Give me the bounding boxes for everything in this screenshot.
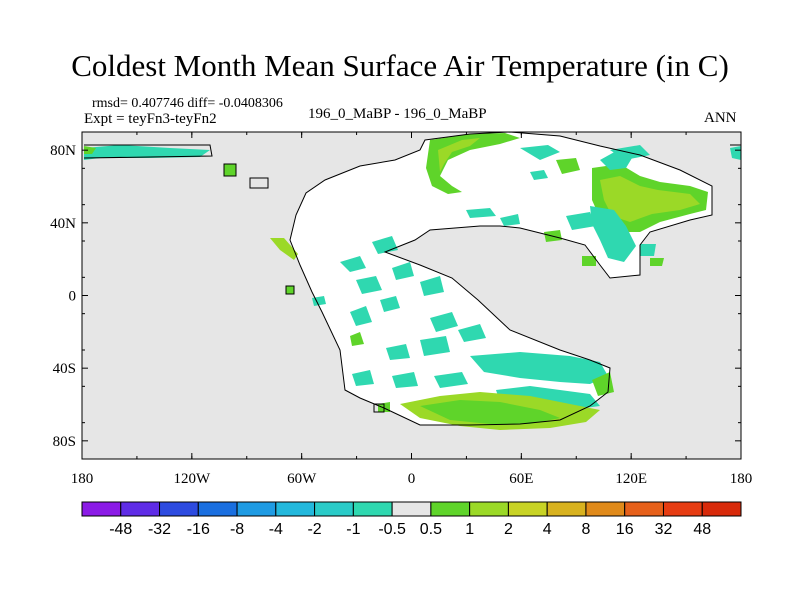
anomaly-patch	[520, 145, 560, 160]
lon-tick-label: 0	[408, 471, 416, 487]
colorbar-swatch	[236, 501, 277, 517]
colorbar-swatch	[391, 501, 432, 517]
anomaly-patch	[600, 150, 632, 170]
anomaly-patch	[590, 206, 636, 262]
longitude-axis: 180 120W 60W 0 60E 120E 180	[71, 132, 753, 487]
anomaly-patch	[582, 256, 596, 266]
anomaly-patch	[340, 256, 366, 272]
colorbar-swatch	[662, 501, 703, 517]
coastline	[285, 285, 295, 295]
coastline	[223, 163, 237, 177]
period-label: 196_0_MaBP - 196_0_MaBP	[308, 106, 487, 122]
colorbar-label: 8	[581, 521, 590, 538]
colorbar-label: 1	[465, 521, 474, 538]
anomaly-patch	[430, 312, 458, 332]
colorbar-label: -2	[307, 521, 321, 538]
lat-tick-label: 80N	[50, 143, 76, 159]
colorbar-label: 2	[504, 521, 513, 538]
colorbar-label: 48	[693, 521, 711, 538]
anomaly-patch	[556, 158, 580, 174]
lon-tick-label: 120W	[173, 471, 211, 487]
anomaly-patch	[730, 146, 741, 160]
colorbar-label: -48	[109, 521, 132, 538]
anomaly-fields	[84, 132, 741, 430]
anomaly-patch	[352, 370, 374, 386]
anomaly-patch	[458, 324, 486, 342]
colorbar-swatch	[624, 501, 664, 517]
anomaly-patch	[224, 164, 236, 176]
season-label: ANN	[704, 110, 737, 126]
anomaly-patch	[386, 344, 410, 360]
lat-tick-label: 80S	[53, 434, 76, 450]
colorbar-swatch	[120, 501, 161, 517]
lon-tick-label: 180	[730, 471, 753, 487]
colorbar-swatch	[507, 501, 548, 517]
colorbar-label: 32	[655, 521, 673, 538]
coastline	[373, 403, 385, 413]
anomaly-patch	[530, 170, 548, 180]
anomaly-patch	[350, 306, 372, 326]
colorbar-swatch	[159, 501, 199, 517]
colorbar-swatch	[546, 501, 587, 517]
anomaly-patch	[286, 286, 294, 294]
colorbar-swatch	[701, 501, 742, 517]
colorbar-label: -4	[269, 521, 283, 538]
colorbar: -48 -32 -16 -8 -4 -2 -1 -0.5 0.5 1 2 4 8 16 32 48	[81, 501, 742, 538]
colorbar-swatch	[585, 501, 626, 517]
rmsd-diff-text: rmsd= 0.407746 diff= -0.0408306	[92, 96, 283, 111]
coastline	[83, 144, 213, 159]
colorbar-label: 0.5	[420, 521, 442, 538]
anomaly-patch	[380, 296, 400, 312]
colorbar-label: -0.5	[378, 521, 406, 538]
colorbar-swatch	[314, 501, 354, 517]
lon-tick-label: 180	[71, 471, 94, 487]
colorbar-swatch	[81, 501, 122, 517]
lon-tick-label: 60E	[509, 471, 533, 487]
colorbar-swatch	[352, 501, 393, 517]
lon-tick-label: 120E	[615, 471, 647, 487]
anomaly-patch	[650, 258, 664, 266]
coastline	[289, 131, 713, 426]
anomaly-patch	[356, 276, 382, 294]
colorbar-label: -32	[148, 521, 171, 538]
anomaly-patch	[500, 214, 520, 226]
anomaly-patch	[420, 400, 560, 424]
experiment-text: Expt = teyFn3-teyFn2	[84, 111, 217, 127]
anomaly-patch	[420, 336, 450, 356]
anomaly-patch	[392, 372, 418, 388]
anomaly-patch	[600, 176, 700, 222]
coastline	[249, 177, 269, 189]
colorbar-swatch	[469, 501, 509, 517]
lat-tick-label: 40S	[53, 361, 76, 377]
anomaly-patch	[566, 212, 596, 230]
colorbar-swatch	[197, 501, 238, 517]
anomaly-patch	[466, 208, 496, 218]
latitude-axis: 80N 40N 0 40S 80S	[50, 131, 741, 460]
anomaly-patch	[434, 372, 468, 388]
anomaly-patch	[470, 352, 608, 384]
colorbar-swatch	[430, 501, 471, 517]
anomaly-patch	[640, 244, 656, 256]
anomaly-patch	[350, 332, 364, 346]
anomaly-patch	[84, 146, 96, 154]
lat-tick-label: 40N	[50, 216, 76, 232]
map-title: Coldest Month Mean Surface Air Temperatu…	[71, 48, 729, 83]
colorbar-label: -8	[230, 521, 244, 538]
lon-tick-label: 60W	[287, 471, 317, 487]
colorbar-swatch	[275, 501, 316, 517]
lat-tick-label: 0	[69, 289, 77, 305]
anomaly-patch	[438, 138, 480, 172]
colorbar-label: -1	[346, 521, 360, 538]
colorbar-label: -16	[187, 521, 210, 538]
anomaly-patch	[392, 262, 414, 280]
anomaly-patch	[270, 238, 298, 260]
colorbar-label: 4	[543, 521, 552, 538]
anomaly-patch	[420, 276, 444, 296]
colorbar-label: 16	[616, 521, 634, 538]
